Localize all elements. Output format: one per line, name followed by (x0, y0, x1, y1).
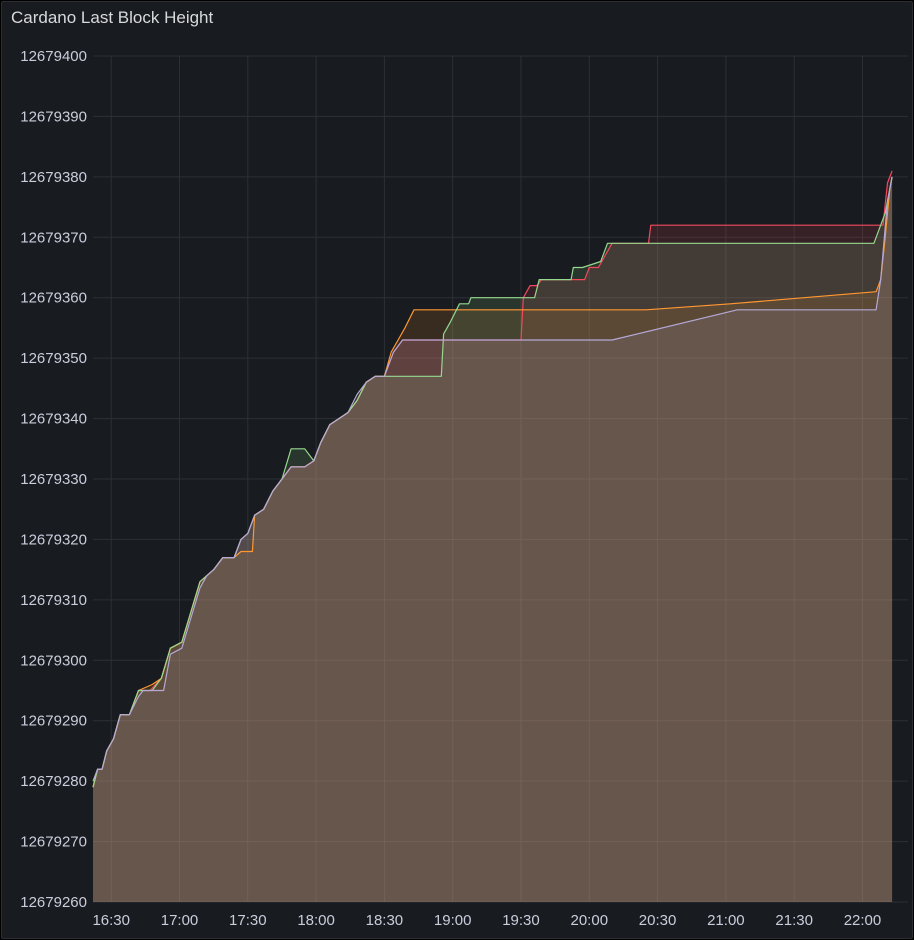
y-tick-label: 12679320 (20, 531, 87, 548)
series-lines (92, 170, 893, 788)
y-tick-label: 12679260 (20, 894, 87, 911)
x-tick-label: 20:00 (571, 912, 609, 929)
x-tick-label: 18:30 (366, 912, 404, 929)
y-tick-label: 12679340 (20, 411, 87, 428)
y-tick-label: 12679310 (20, 592, 87, 609)
x-tick-label: 19:30 (502, 912, 540, 929)
y-tick-label: 12679350 (20, 350, 87, 367)
panel-title: Cardano Last Block Height (11, 8, 214, 27)
series-area-1 (93, 170, 893, 903)
y-tick-label: 12679270 (20, 834, 87, 851)
x-tick-label: 16:30 (92, 912, 130, 929)
y-tick-label: 12679360 (20, 290, 87, 307)
x-tick-label: 17:00 (161, 912, 199, 929)
x-axis: 16:30 17:00 17:30 18:00 18:30 19:00 19:30 20:00… (92, 912, 881, 929)
x-tick-label: 22:00 (844, 912, 882, 929)
y-tick-label: 12679280 (20, 773, 87, 790)
y-tick-label: 12679300 (20, 652, 87, 669)
y-tick-label: 12679400 (20, 48, 87, 65)
x-tick-label: 20:30 (639, 912, 677, 929)
series-line-3[interactable] (92, 176, 893, 788)
y-tick-label: 12679390 (20, 108, 87, 125)
series-area-2 (93, 176, 893, 902)
y-tick-label: 12679290 (20, 713, 87, 730)
x-tick-label: 21:30 (775, 912, 813, 929)
y-tick-label: 12679330 (20, 471, 87, 488)
series-area-3 (93, 176, 893, 902)
series-line-4[interactable] (92, 176, 893, 782)
grid-lines (93, 55, 908, 903)
x-tick-label: 19:00 (434, 912, 472, 929)
y-tick-label: 12679370 (20, 229, 87, 246)
series-area-4 (93, 176, 893, 902)
panel-header[interactable]: Cardano Last Block Height (2, 2, 912, 34)
y-axis: 12679400 12679390 12679380 12679370 12679360… (20, 48, 87, 911)
x-tick-label: 21:00 (707, 912, 745, 929)
x-tick-label: 18:00 (297, 912, 335, 929)
x-tick-label: 17:30 (229, 912, 267, 929)
area-fills (93, 170, 893, 903)
y-tick-label: 12679380 (20, 169, 87, 186)
